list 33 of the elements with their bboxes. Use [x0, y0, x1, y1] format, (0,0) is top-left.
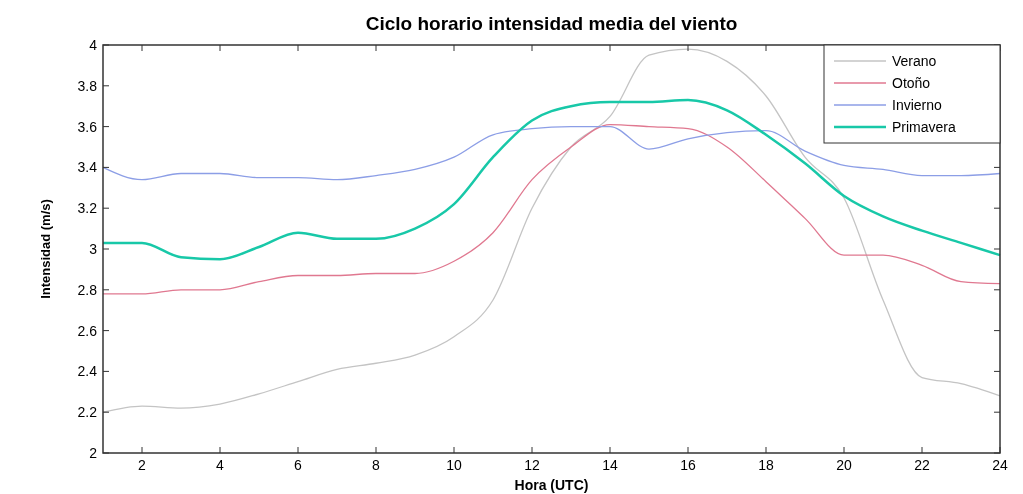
line-series — [101, 98, 1002, 261]
chart-title: Ciclo horario intensidad media del viento — [365, 13, 738, 34]
x-tick-label: 8 — [372, 457, 381, 473]
y-tick-label: 2.2 — [77, 404, 98, 421]
x-tick-label: 16 — [680, 457, 696, 473]
y-tick-label: 3.4 — [77, 159, 98, 176]
legend-label: Invierno — [892, 97, 943, 113]
legend-label: Primavera — [892, 119, 957, 135]
y-axis-title: Intensidad (m/s) — [38, 199, 53, 299]
y-tick-label: 2 — [89, 445, 98, 461]
y-tick-label: 4 — [89, 37, 98, 53]
y-tick-label: 2.6 — [77, 322, 98, 339]
y-tick-label: 2.4 — [77, 363, 98, 380]
x-tick-label: 22 — [914, 457, 930, 473]
y-tick-label: 3.2 — [77, 200, 98, 217]
x-tick-label: 12 — [524, 457, 540, 473]
x-axis-title: Hora (UTC) — [514, 477, 589, 493]
x-tick-label: 6 — [294, 457, 303, 473]
legend-label: Otoño — [892, 75, 931, 91]
x-tick-label: 14 — [602, 457, 618, 473]
y-tick-label: 3 — [89, 241, 98, 257]
x-tick-label: 20 — [836, 457, 852, 473]
x-tick-label: 18 — [758, 457, 774, 473]
legend-label: Verano — [892, 53, 937, 69]
x-tick-label: 10 — [446, 457, 462, 473]
line-series — [102, 123, 1001, 295]
y-tick-label: 3.6 — [77, 118, 98, 135]
y-tick-label: 2.8 — [77, 281, 98, 298]
y-tick-label: 3.8 — [77, 77, 98, 94]
line-series — [102, 48, 1001, 413]
x-tick-label: 24 — [992, 457, 1008, 473]
x-tick-label: 4 — [216, 457, 225, 473]
x-tick-label: 2 — [138, 457, 147, 473]
